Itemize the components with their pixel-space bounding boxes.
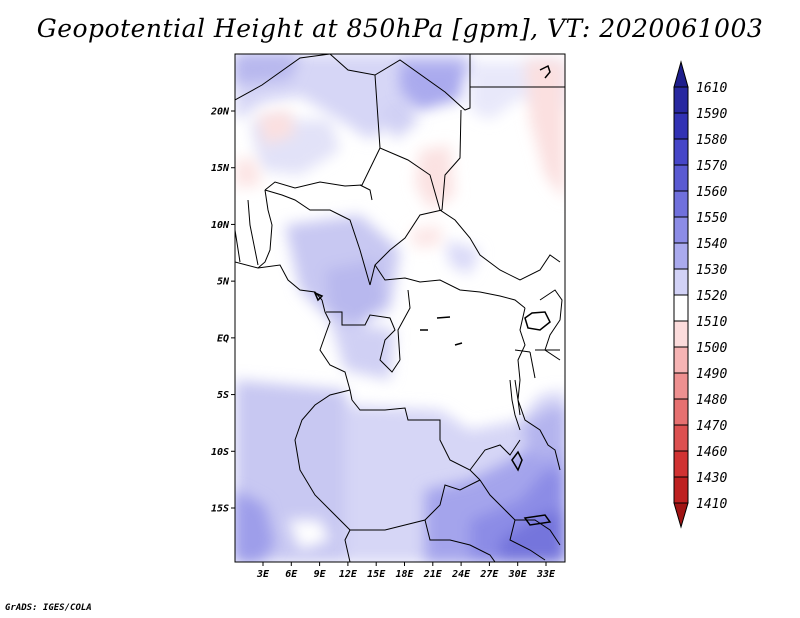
colorbar-segment — [673, 216, 689, 244]
grads-credit: GrADS: IGES/COLA — [5, 603, 92, 613]
colorbar: 1610 1590 1580 1570 1560 1550 1540 1530 1520 1510… — [673, 60, 727, 529]
colorbar-label: 1500 — [696, 341, 727, 356]
lon-tick-label: 33E — [536, 569, 556, 580]
lat-tick-label: 20N — [210, 107, 230, 118]
colorbar-segment — [673, 112, 689, 140]
lat-tick-label: 10S — [211, 447, 229, 458]
lon-tick-label: 30E — [508, 569, 528, 580]
colorbar-label: 1570 — [696, 159, 727, 174]
lon-tick-label: 18E — [395, 569, 414, 580]
lon-tick-label: 21E — [423, 569, 443, 580]
colorbar-bottom-arrow — [673, 502, 689, 529]
country-borders — [235, 54, 565, 562]
colorbar-segment — [673, 190, 689, 218]
colorbar-segment — [673, 346, 689, 374]
high-height-shading — [235, 54, 565, 562]
colorbar-segment — [673, 372, 689, 400]
lon-tick-label: 6E — [285, 569, 298, 580]
map-panel — [234, 53, 566, 563]
colorbar-label: 1430 — [696, 471, 727, 486]
colorbar-label: 1540 — [696, 237, 727, 252]
lat-tick-label: 5S — [217, 390, 229, 401]
colorbar-label: 1510 — [696, 315, 727, 330]
colorbar-segment — [673, 242, 689, 270]
lakes — [313, 64, 552, 526]
colorbar-label: 1580 — [696, 133, 727, 148]
colorbar-label: 1480 — [696, 393, 727, 408]
lat-tick-label: 15N — [211, 163, 230, 174]
low-height-shading — [235, 60, 565, 550]
colorbar-label: 1470 — [696, 419, 727, 434]
colorbar-label: 1590 — [696, 107, 727, 122]
lat-tick-label: 15S — [211, 504, 229, 515]
lat-tick-label: 5N — [217, 277, 230, 288]
lon-tick-label: 15E — [367, 569, 386, 580]
colorbar-label: 1410 — [696, 497, 727, 512]
colorbar-segment — [673, 164, 689, 192]
lon-tick-label: 27E — [479, 569, 499, 580]
longitude-axis: 3E 6E 9E 12E 15E 18E 21E 24E 27E 30E 33E — [256, 562, 556, 580]
colorbar-label: 1490 — [696, 367, 727, 382]
colorbar-top-arrow — [673, 60, 689, 88]
map-frame — [234, 53, 566, 563]
colorbar-segment — [673, 424, 689, 452]
height-field — [235, 54, 565, 562]
colorbar-label: 1460 — [696, 445, 727, 460]
latitude-axis: 20N 15N 10N 5N EQ 5S 10S 15S — [210, 107, 235, 515]
colorbar-segment — [673, 268, 689, 296]
colorbar-label: 1520 — [696, 289, 727, 304]
colorbar-segment — [673, 294, 689, 322]
lon-tick-label: 9E — [314, 569, 327, 580]
colorbar-segment — [673, 398, 689, 426]
lat-tick-label: 10N — [211, 220, 230, 231]
colorbar-label: 1550 — [696, 211, 727, 226]
lon-tick-label: 24E — [451, 569, 471, 580]
colorbar-label: 1610 — [696, 81, 727, 96]
map-title: Geopotential Height at 850hPa [gpm], VT:… — [36, 14, 764, 43]
colorbar-segment — [673, 450, 689, 478]
colorbar-label: 1530 — [696, 263, 727, 278]
lon-tick-label: 12E — [339, 569, 358, 580]
colorbar-segment — [673, 320, 689, 348]
lat-tick-label: EQ — [217, 333, 229, 344]
lon-tick-label: 3E — [256, 569, 270, 580]
colorbar-segment — [673, 138, 689, 166]
colorbar-segment — [673, 476, 689, 504]
colorbar-segment — [673, 86, 689, 114]
colorbar-label: 1560 — [696, 185, 727, 200]
